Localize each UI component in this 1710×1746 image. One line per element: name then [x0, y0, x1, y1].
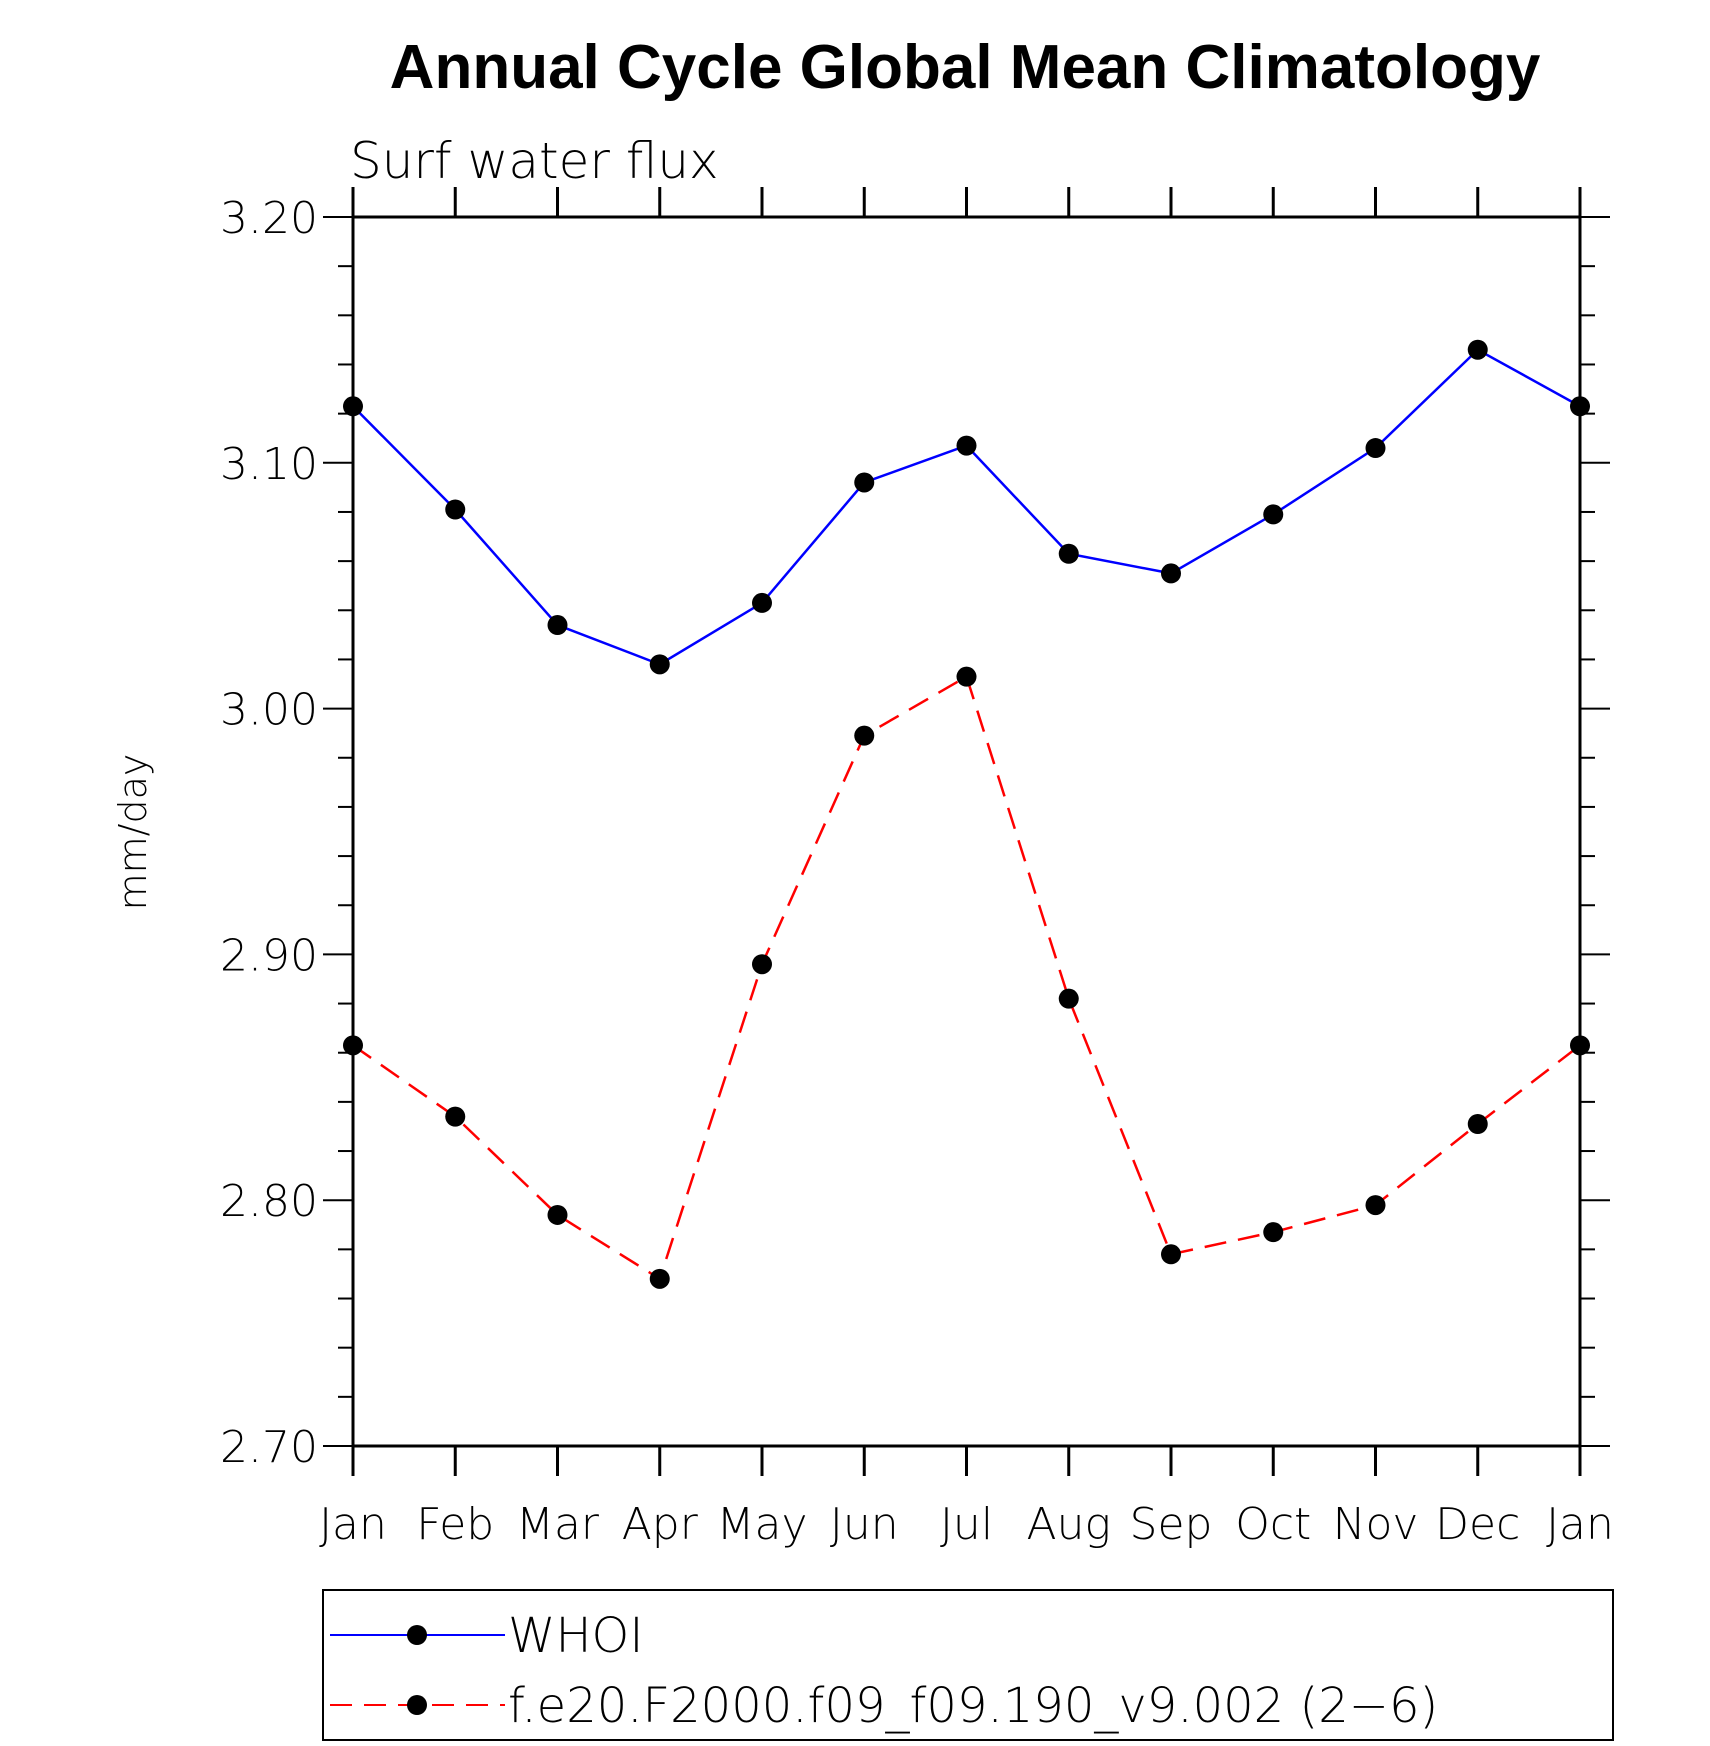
legend-label-whoi: WHOI [508, 1608, 644, 1664]
series-line-1 [352, 674, 1581, 1281]
legend-box [322, 1589, 1614, 1741]
data-point [649, 654, 670, 675]
data-point [343, 1035, 363, 1056]
legend-marker-model [407, 1695, 427, 1715]
data-point [547, 1204, 568, 1225]
chart-title: Annual Cycle Global Mean Climatology [390, 33, 1541, 102]
data-point [1263, 504, 1284, 525]
data-point [547, 615, 568, 636]
data-point [854, 725, 875, 746]
series-line-0 [352, 348, 1581, 666]
x-tick-label: Nov [1333, 1499, 1419, 1550]
x-tick-label: Mar [516, 1499, 600, 1550]
x-tick-label: Jun [830, 1499, 899, 1550]
data-point [649, 1268, 670, 1289]
x-tick-label: Jul [940, 1499, 993, 1550]
y-tick-label: 3.10 [220, 439, 318, 490]
data-point [445, 499, 466, 520]
x-tick-label: Jan [319, 1499, 387, 1550]
y-tick-label: 2.70 [220, 1422, 318, 1473]
y-tick-label: 2.90 [220, 930, 318, 981]
data-point [956, 435, 977, 456]
y-axis-label: mm/day [111, 754, 155, 911]
data-point [1161, 1244, 1181, 1265]
data-point [1570, 396, 1590, 417]
axes: Jan Feb Mar Apr May Jun Jul Aug Sep Oct Nov Dec Jan2… [220, 187, 1614, 1550]
legend: WHOI f.e20.F2000.f09_f09.190_v9.002 (2−6… [322, 1589, 1614, 1741]
x-tick-label: Feb [416, 1499, 494, 1550]
y-tick-label: 3.00 [220, 685, 318, 736]
x-tick-label: Dec [1435, 1499, 1520, 1550]
x-tick-label: Jan [1546, 1499, 1614, 1550]
data-point [1058, 543, 1079, 564]
series-layer [343, 339, 1590, 1289]
data-point [1365, 438, 1386, 459]
data-point [752, 592, 772, 613]
plot-frame [351, 215, 1582, 1448]
data-point [1467, 339, 1488, 360]
x-tick-label: Apr [622, 1499, 699, 1550]
data-point [1161, 563, 1181, 584]
data-point [752, 954, 772, 975]
x-tick-label: Sep [1130, 1499, 1213, 1550]
data-point [1263, 1222, 1284, 1243]
data-point [1467, 1114, 1488, 1135]
legend-marker-whoi [407, 1625, 427, 1645]
data-point [343, 396, 363, 417]
chart-subtitle: Surf water flux [350, 132, 719, 190]
data-point [445, 1106, 466, 1127]
data-point [1365, 1195, 1386, 1216]
x-tick-label: Oct [1235, 1499, 1311, 1550]
x-tick-label: May [717, 1499, 808, 1550]
data-point [956, 666, 977, 687]
data-point [1058, 988, 1079, 1009]
legend-label-model: f.e20.F2000.f09_f09.190_v9.002 (2−6) [508, 1678, 1438, 1734]
y-tick-label: 2.80 [220, 1176, 318, 1227]
data-point [1570, 1035, 1590, 1056]
data-point [854, 472, 875, 493]
x-tick-label: Aug [1027, 1499, 1111, 1550]
y-tick-label: 3.20 [220, 193, 318, 244]
